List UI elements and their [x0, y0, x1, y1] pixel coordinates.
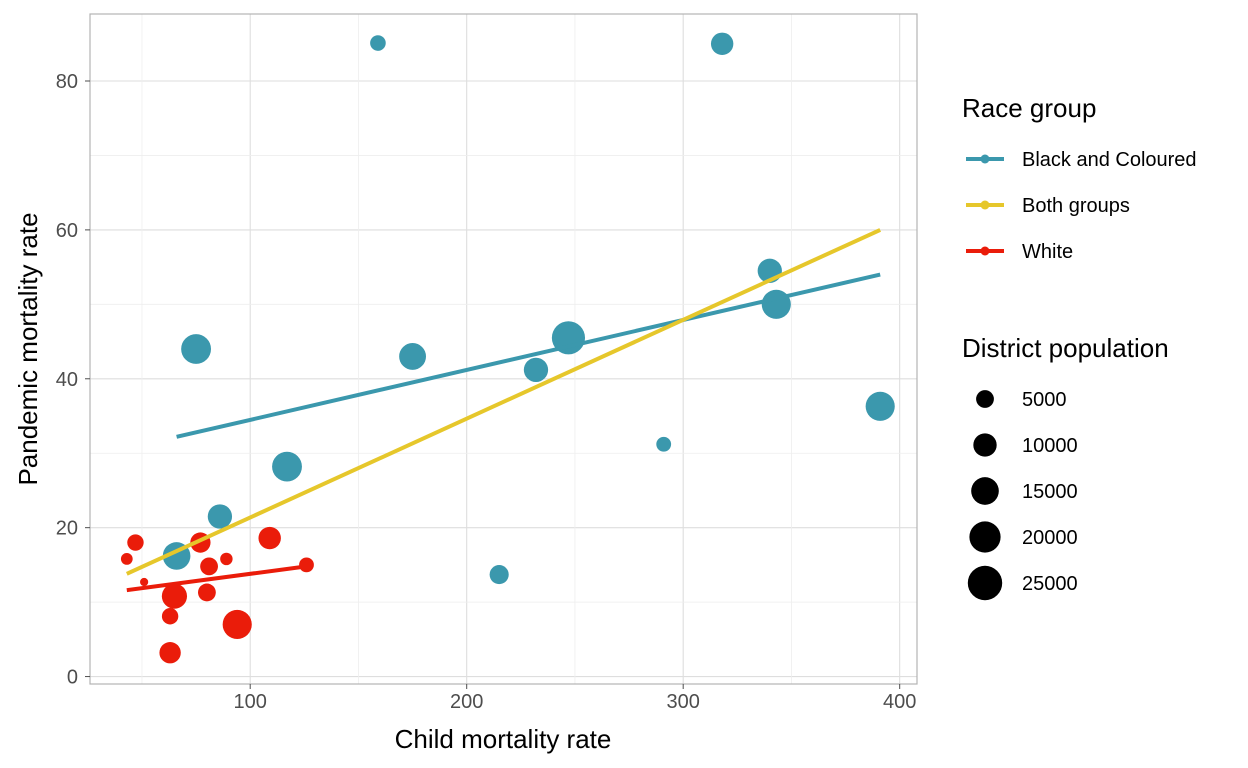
data-point: [127, 534, 144, 551]
legend-dot: [980, 154, 990, 164]
y-tick-label: 60: [56, 220, 78, 242]
data-point: [523, 357, 549, 382]
data-point: [197, 583, 216, 602]
legend-size-dot: [976, 390, 994, 408]
data-point: [181, 334, 212, 364]
legend-size-label: 20000: [1022, 527, 1078, 549]
legend-size-dot: [973, 433, 997, 457]
y-axis-title: Pandemic mortality rate: [13, 212, 43, 485]
data-point: [222, 609, 252, 640]
data-point: [207, 504, 233, 529]
trend-lines: [125, 228, 882, 593]
y-tick-label: 40: [56, 369, 78, 391]
data-point: [159, 642, 181, 664]
trend-line: [176, 272, 881, 439]
data-point: [161, 583, 188, 609]
x-axis-ticks: 100 200 300 400: [234, 684, 916, 713]
legend-size-dot: [967, 565, 1003, 601]
data-point: [258, 526, 281, 550]
data-point: [161, 608, 179, 625]
legend-dot: [980, 200, 990, 210]
x-tick-label: 300: [667, 691, 700, 713]
legend-dot: [980, 246, 990, 256]
legend-size-label: 5000: [1022, 389, 1067, 411]
data-point: [489, 565, 509, 585]
data-points: [120, 32, 895, 664]
legend-size-dot: [971, 477, 999, 505]
x-axis-title: Child mortality rate: [395, 724, 612, 754]
data-point: [399, 343, 426, 370]
legend-label: White: [1022, 241, 1073, 263]
y-tick-label: 0: [67, 667, 78, 689]
data-point: [865, 391, 895, 421]
legend-label: Both groups: [1022, 195, 1130, 217]
data-point: [272, 451, 302, 482]
legend-size-label: 15000: [1022, 481, 1078, 503]
y-tick-label: 20: [56, 518, 78, 540]
legend-label: Black and Coloured: [1022, 149, 1197, 171]
data-point: [370, 35, 386, 51]
x-tick-label: 400: [883, 691, 916, 713]
legend-color-title: Race group: [962, 93, 1096, 123]
y-tick-label: 80: [56, 71, 78, 93]
legend-size-label: 25000: [1022, 573, 1078, 595]
data-point: [120, 553, 133, 565]
legend-size-label: 10000: [1022, 435, 1078, 457]
y-axis-ticks: 0 20 40 60 80: [56, 71, 90, 689]
legend-size-dot: [969, 521, 1001, 553]
trend-line: [125, 228, 882, 576]
legend-size-title: District population: [962, 333, 1169, 363]
data-point: [710, 32, 734, 55]
legend-size-entries: 5000 10000 15000 20000 25000: [967, 389, 1078, 601]
trend-line: [126, 564, 307, 593]
data-point: [200, 557, 218, 576]
data-point: [220, 552, 233, 566]
data-point: [140, 577, 149, 587]
data-point: [299, 557, 314, 573]
data-point: [656, 436, 672, 452]
grid-lines: [90, 14, 917, 684]
x-tick-label: 100: [234, 691, 267, 713]
x-tick-label: 200: [450, 691, 483, 713]
plot-panel-border: [89, 13, 918, 685]
legend-color-entries: Black and Coloured Both groups White: [966, 149, 1197, 263]
